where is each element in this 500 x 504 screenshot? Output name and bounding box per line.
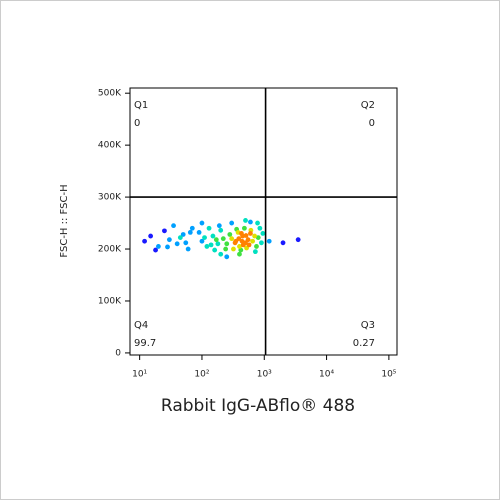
event-dot [218,227,224,233]
y-tick-label: 300K [98,193,122,203]
plot-frame [129,87,398,356]
event-dot [204,244,210,249]
event-dot [208,242,214,248]
event-dot [224,241,230,247]
quadrant-percent: 0.27 [353,338,375,349]
event-dot [237,251,242,257]
event-dot [216,223,222,229]
y-tick-label: 200K [98,245,122,255]
event-dot [227,232,233,237]
event-dot [239,231,244,236]
event-dot [257,225,263,231]
event-dot [252,233,258,239]
event-dot [187,230,193,235]
event-dot [189,225,195,231]
event-dot [213,237,219,243]
quadrant-percent: 0 [134,118,140,129]
y-tick-label: 400K [98,141,122,151]
event-dot [248,219,253,225]
quadrant-percent: 0 [369,118,375,129]
x-axis-title: Rabbit IgG-ABflo® 488 [161,396,355,416]
quadrant-percent: 99.7 [134,338,156,349]
event-dot [237,244,242,249]
x-tick-label: 10⁴ [319,370,334,380]
event-dot [224,254,230,260]
event-dot [156,244,161,249]
event-dot [199,238,205,244]
event-dot [177,235,183,241]
event-dot [218,251,224,257]
event-dot [252,249,258,255]
event-dot [202,235,207,241]
event-dot [223,246,229,252]
event-dot [220,236,226,242]
event-dot [231,246,236,252]
event-dot [196,230,202,235]
quadrant-name: Q3 [361,320,375,331]
event-dot [183,240,189,246]
event-dot [254,244,259,249]
event-dot [229,220,235,226]
event-dot [215,241,221,247]
event-dot [243,218,248,223]
quadrant-name: Q2 [361,100,375,111]
event-dot [165,244,170,250]
event-dot [174,241,180,247]
event-dot [259,240,264,246]
event-dot [210,233,216,239]
event-dot [199,220,205,226]
event-dot [242,225,247,231]
y-axis-title: FSC-H :: FSC-H [59,184,70,257]
event-dot [185,246,191,252]
event-dot [280,240,286,246]
event-dot [166,237,172,243]
y-tick-label: 0 [115,348,121,358]
x-tick-label: 10¹ [132,370,147,380]
event-dot [246,242,252,248]
y-tick-label: 500K [98,89,122,99]
event-dot [266,238,272,244]
event-dot [180,232,186,237]
event-dot [206,225,212,231]
quadrant-name: Q4 [134,320,148,331]
x-tick-label: 10³ [257,370,272,380]
event-dot [233,238,239,244]
event-dot [295,237,301,243]
event-dot [171,223,176,229]
event-dot [245,237,251,243]
event-dot [212,247,218,253]
event-dot [248,231,253,236]
event-dot [239,238,245,244]
event-dot [153,247,158,253]
event-dot [229,236,235,242]
event-dot [255,220,260,226]
event-dot [142,238,147,244]
x-tick-label: 10⁵ [381,370,396,380]
x-tick-label: 10² [194,370,209,380]
event-dot [250,238,256,244]
y-tick-label: 100K [98,296,122,306]
event-dot [148,233,154,239]
event-dot [255,235,261,241]
event-dot [162,228,167,234]
quadrant-name: Q1 [134,100,148,111]
event-dot [238,247,244,253]
event-dot [260,231,266,236]
